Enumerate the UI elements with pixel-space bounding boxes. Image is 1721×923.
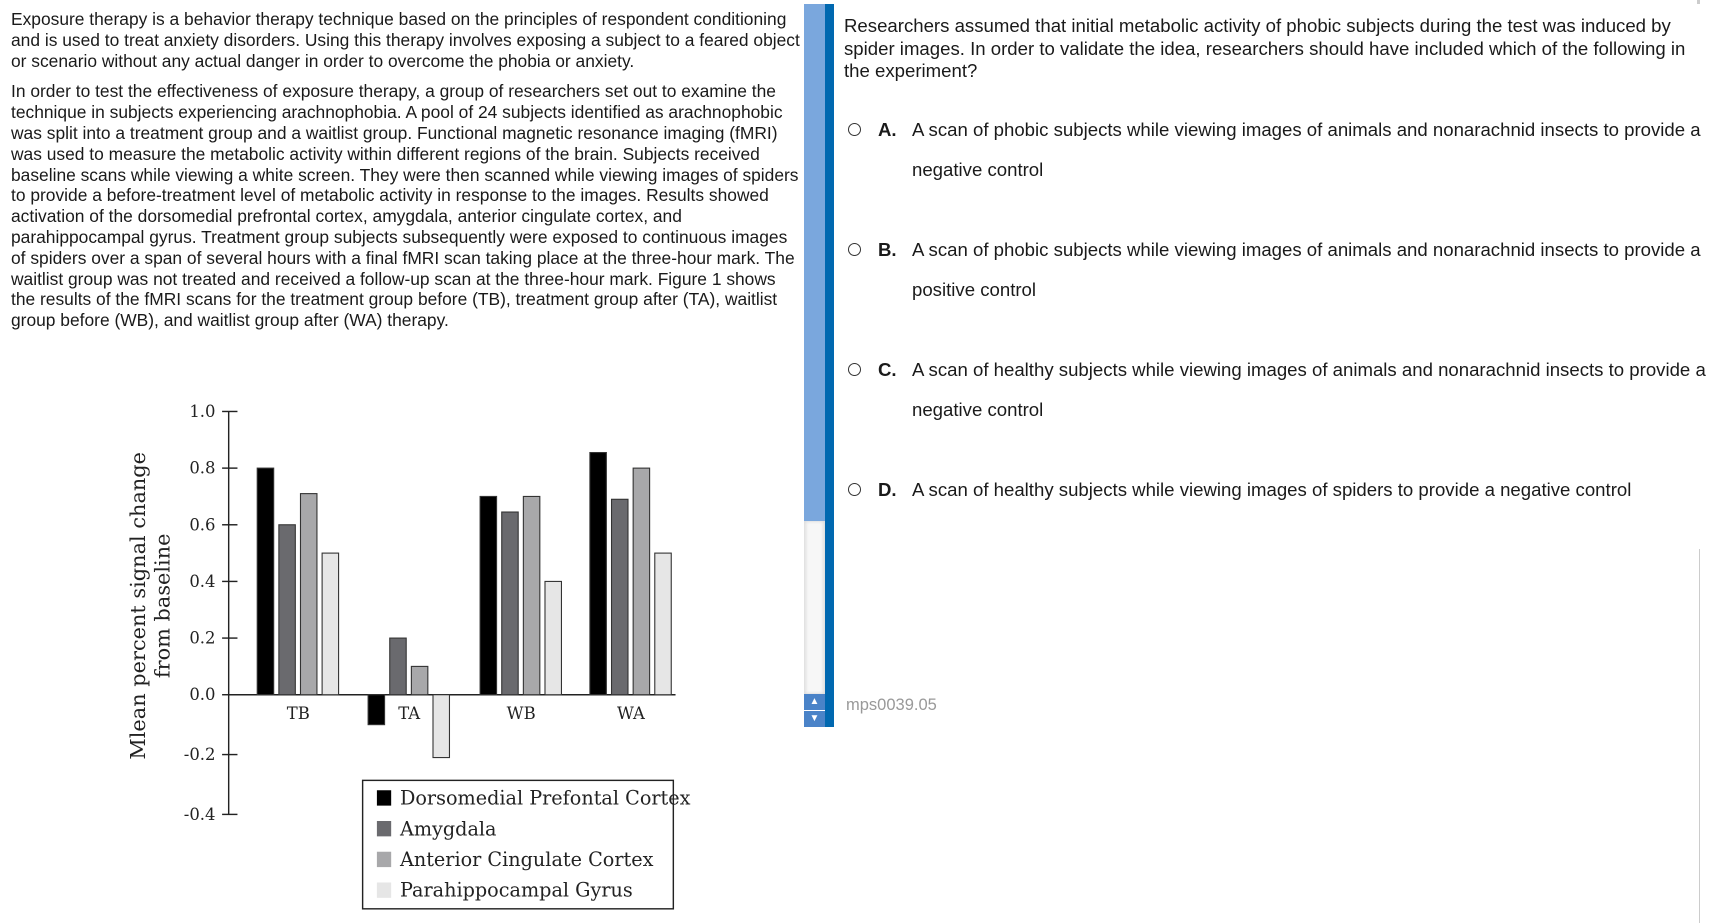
pane-divider[interactable] — [825, 4, 834, 727]
bar-wb-3 — [522, 495, 541, 696]
bar-tb-2 — [278, 524, 296, 696]
legend-label: Parahippocampal Gyrus — [400, 879, 633, 902]
bar-ta-2 — [389, 637, 407, 696]
bar-wa-2 — [610, 498, 629, 696]
passage-paragraph-1: Exposure therapy is a behavior therapy t… — [11, 9, 800, 71]
bar-wa-4 — [654, 552, 672, 696]
question-code: mps0039.05 — [846, 696, 937, 714]
option-b[interactable]: B. A scan of phobic subjects while viewi… — [848, 230, 1708, 310]
bar-wa-3 — [632, 467, 651, 696]
bar-wa-1 — [589, 451, 607, 696]
radio-icon[interactable] — [848, 243, 861, 256]
y-tick-label: -0.2 — [184, 745, 216, 764]
legend-swatch — [376, 882, 392, 898]
bar-ta-3 — [410, 665, 429, 696]
passage: Exposure therapy is a behavior therapy t… — [11, 9, 801, 341]
legend-label: Anterior Cingulate Cortex — [399, 848, 654, 871]
radio-icon[interactable] — [848, 483, 861, 496]
scrollbar-track[interactable] — [804, 521, 825, 694]
y-axis-label: Mlean percent signal changefrom baseline — [126, 452, 174, 760]
y-axis-label-line-2: from baseline — [150, 533, 174, 678]
x-tick-label: WA — [617, 704, 646, 723]
option-letter: B. — [878, 239, 897, 260]
x-tick-label: TA — [398, 704, 421, 723]
option-a[interactable]: A. A scan of phobic subjects while viewi… — [848, 110, 1708, 190]
question-stem: Researchers assumed that initial metabol… — [844, 15, 1686, 81]
y-tick-label: 1.0 — [189, 402, 215, 421]
x-tick-label: WB — [507, 704, 536, 723]
y-tick-label: 0.2 — [189, 629, 215, 648]
legend: Dorsomedial Prefontal Cortex Amygdala Ante… — [361, 779, 691, 910]
legend-swatch — [376, 851, 392, 868]
y-tick-label: 0.4 — [189, 572, 215, 591]
bar-tb-1 — [256, 467, 275, 696]
option-d[interactable]: D. A scan of healthy subjects while view… — [848, 470, 1708, 510]
y-axis-label-line-1: Mlean percent signal change — [126, 452, 150, 760]
radio-icon[interactable] — [848, 363, 861, 376]
y-tick-label: -0.4 — [184, 805, 216, 824]
right-pane-border — [1699, 549, 1700, 923]
passage-paragraph-2: In order to test the effectiveness of ex… — [11, 81, 799, 331]
x-tick-label: TB — [287, 704, 310, 723]
bar-wb-4 — [544, 580, 563, 696]
bar-ta-1 — [367, 694, 386, 726]
scrollbar-thumb[interactable] — [804, 4, 825, 521]
y-tick-label: 0.8 — [189, 459, 215, 478]
option-letter: A. — [878, 119, 897, 140]
option-text: A scan of phobic subjects while viewing … — [912, 119, 1701, 180]
option-letter: D. — [878, 479, 897, 500]
option-text: A scan of healthy subjects while viewing… — [912, 479, 1632, 500]
option-c[interactable]: C. A scan of healthy subjects while view… — [848, 350, 1708, 430]
radio-icon[interactable] — [848, 123, 861, 136]
bar-wb-2 — [501, 511, 519, 696]
bar-tb-4 — [321, 552, 340, 696]
figure-1-bar-chart: 1.0 0.8 0.6 0.4 0.2 0.0 -0.2 -0.4 TB TA WB WA Mlean… — [126, 402, 691, 910]
legend-swatch — [376, 790, 392, 806]
y-tick-label: 0.6 — [189, 515, 215, 534]
option-text: A scan of healthy subjects while viewing… — [912, 359, 1706, 420]
corner-mark — [1697, 0, 1700, 4]
bar-wb-1 — [479, 495, 498, 696]
scroll-up-icon[interactable]: ▲ — [804, 694, 825, 710]
y-tick-label: 0.0 — [189, 685, 215, 704]
legend-label: Amygdala — [399, 817, 497, 840]
bar-tb-3 — [299, 493, 318, 696]
option-letter: C. — [878, 359, 897, 380]
option-text: A scan of phobic subjects while viewing … — [912, 239, 1701, 300]
legend-label: Dorsomedial Prefontal Cortex — [400, 787, 691, 810]
bar-ta-4 — [432, 694, 451, 759]
legend-swatch — [376, 820, 392, 837]
scroll-down-icon[interactable]: ▼ — [804, 711, 825, 727]
